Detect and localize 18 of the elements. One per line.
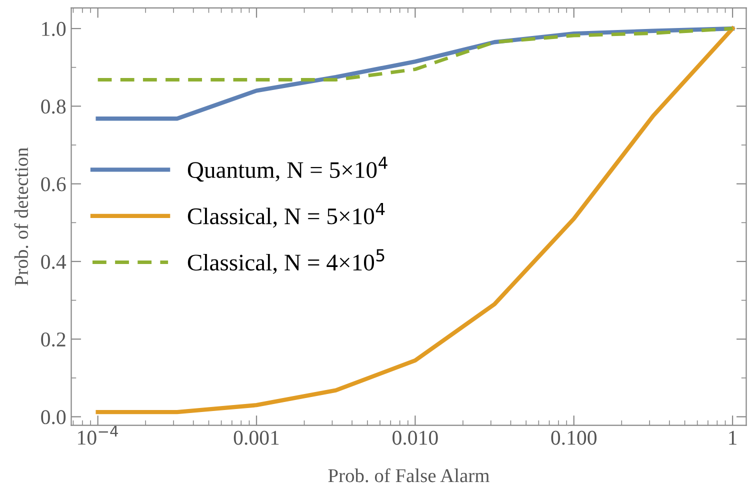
legend-label: Quantum, N = 5×10$^{4}$ bbox=[188, 156, 388, 182]
x-axis-title: Prob. of False Alarm bbox=[328, 468, 490, 482]
y-tick-label: 0.2 bbox=[41, 332, 66, 347]
y-tick-label: 0.6 bbox=[41, 177, 66, 192]
y-tick-label: 1.0 bbox=[42, 22, 66, 36]
line-series bbox=[96, 26, 735, 414]
y-tick-label: 0.0 bbox=[41, 410, 66, 424]
y-axis-title: Prob. of detection bbox=[14, 148, 28, 286]
legend-label: Classical, N = 5×10$^{4}$ bbox=[188, 202, 385, 228]
y-tick-label: 0.8 bbox=[41, 100, 66, 114]
x-tick-label: 0.100 bbox=[551, 430, 597, 445]
y-tick-label: 0.4 bbox=[41, 254, 66, 269]
x-tick-label: 10$^{−4}$ bbox=[78, 426, 118, 445]
x-tick-label: 1 bbox=[729, 430, 737, 445]
legend-label: Classical, N = 4×10$^{5}$ bbox=[188, 249, 384, 274]
x-tick-label: 0.001 bbox=[234, 430, 279, 445]
line-series bbox=[96, 26, 734, 82]
x-tick-label: 0.010 bbox=[392, 430, 438, 445]
